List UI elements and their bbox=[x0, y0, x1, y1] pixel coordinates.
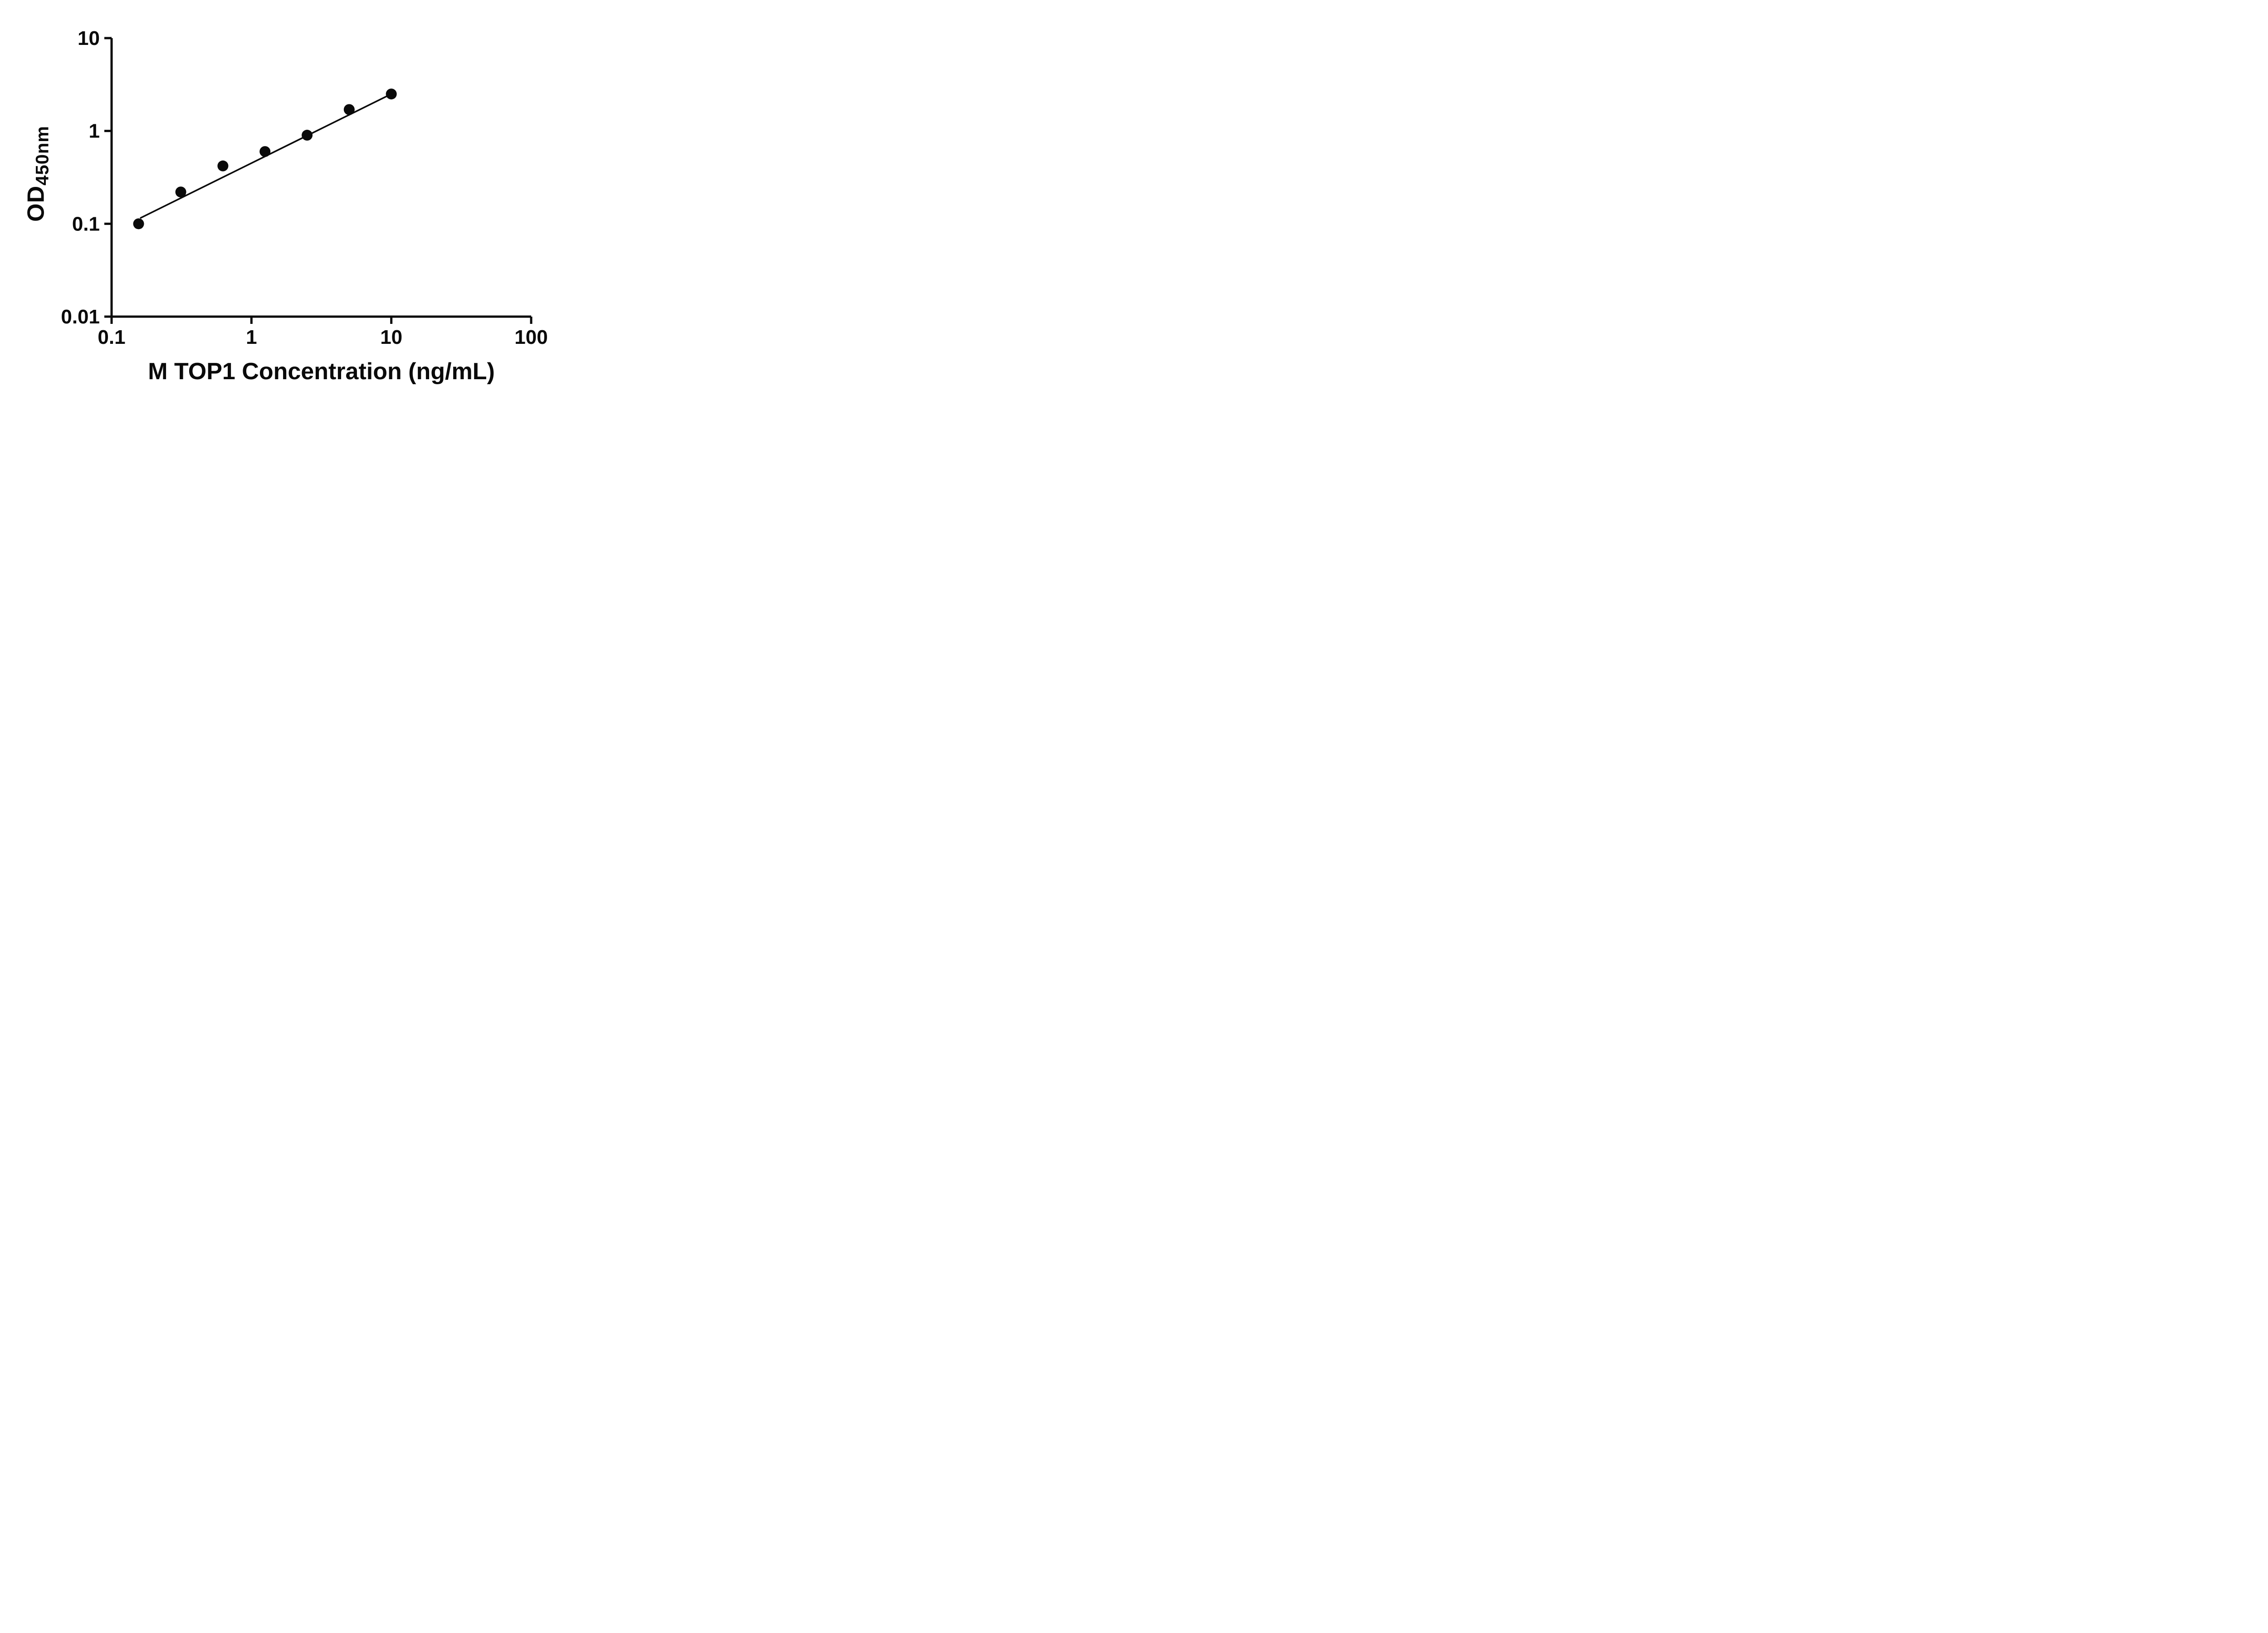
x-axis-tick-label: 10 bbox=[380, 326, 402, 348]
chart-page: OD450nm 0.1 1 10 100 0.01 0.1 1 10 M TOP1 Conce… bbox=[0, 0, 583, 408]
x-axis-tick-label: 100 bbox=[514, 326, 547, 348]
data-point bbox=[302, 130, 313, 141]
data-point bbox=[259, 146, 271, 157]
x-axis-title: M TOP1 Concentration (ng/mL) bbox=[148, 358, 495, 385]
y-axis-tick-label: 0.1 bbox=[72, 213, 100, 235]
axes-lines bbox=[110, 38, 531, 318]
data-point bbox=[175, 186, 186, 198]
data-point bbox=[343, 104, 355, 115]
x-axis-tick-label: 0.1 bbox=[98, 326, 125, 348]
y-axis-tick-label: 0.01 bbox=[61, 306, 100, 328]
y-axis-tick-label: 1 bbox=[89, 120, 100, 142]
data-point bbox=[133, 218, 144, 230]
y-axis-tick-label: 10 bbox=[78, 27, 100, 49]
data-point bbox=[386, 88, 397, 100]
data-point bbox=[217, 160, 229, 171]
x-axis-tick-label: 1 bbox=[246, 326, 257, 348]
standard-curve-chart: OD450nm 0.1 1 10 100 0.01 0.1 1 10 M TOP1 Conce… bbox=[0, 0, 583, 408]
